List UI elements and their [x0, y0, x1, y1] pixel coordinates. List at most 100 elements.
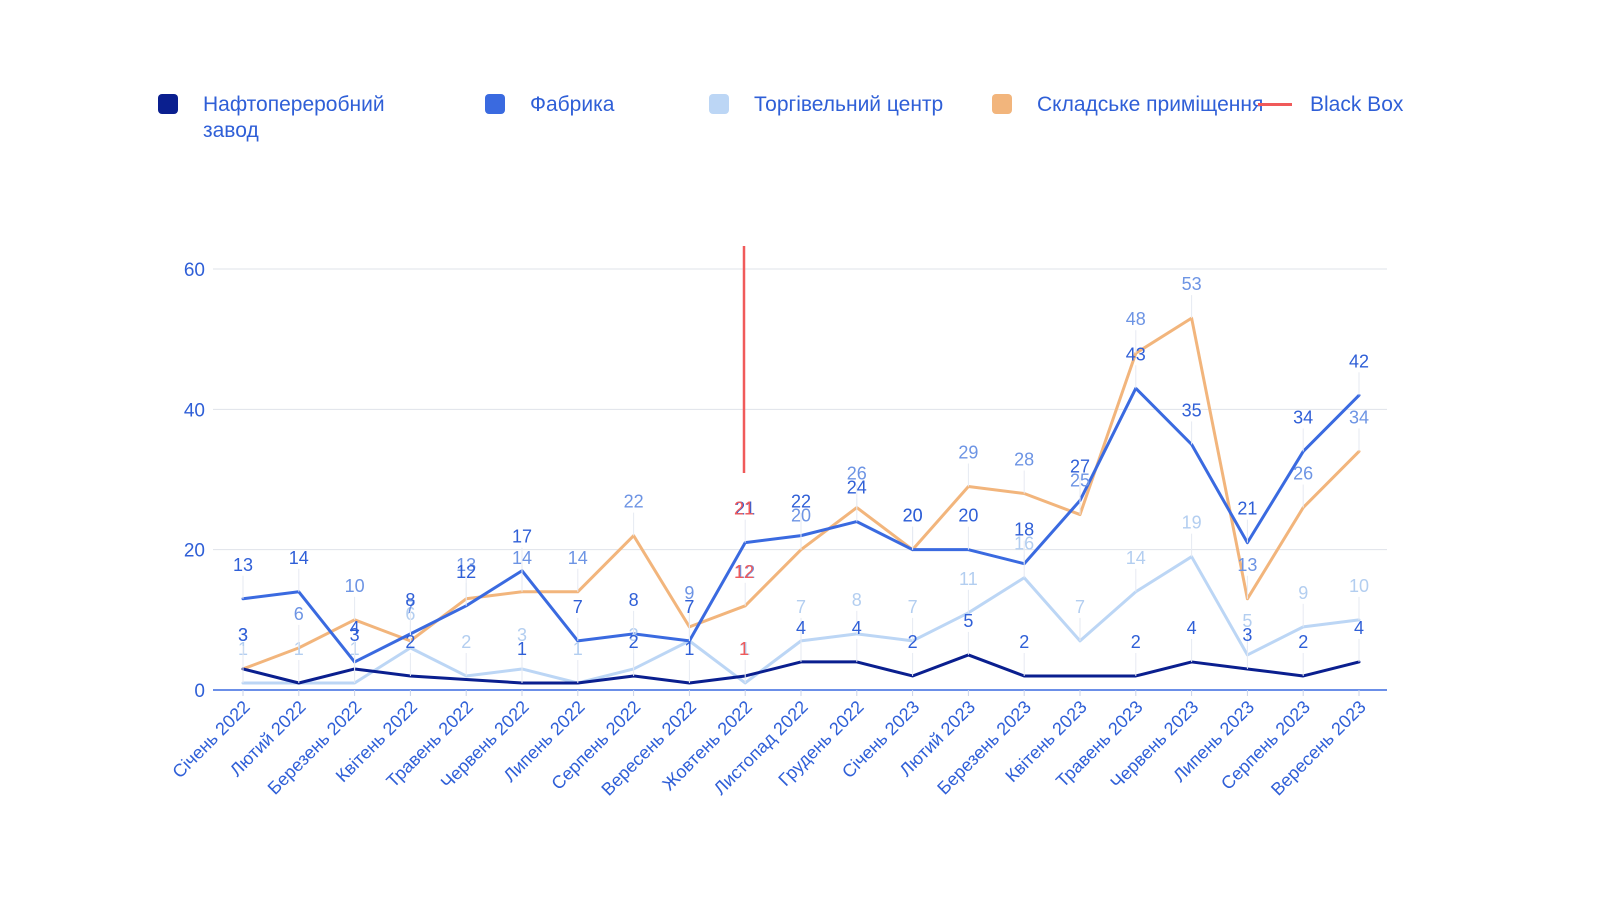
data-label: 12: [456, 562, 476, 582]
data-label: 28: [1014, 450, 1034, 470]
data-label: 8: [629, 590, 639, 610]
data-label: 10: [345, 576, 365, 596]
data-label: 7: [908, 597, 918, 617]
data-label: 19: [1182, 513, 1202, 533]
data-label: 34: [1293, 407, 1313, 427]
data-label: 27: [1070, 457, 1090, 477]
data-label: 24: [847, 478, 867, 498]
data-label: 8: [405, 590, 415, 610]
x-tick-label: Вересень 2023: [1267, 697, 1370, 800]
data-label: 2: [1131, 632, 1141, 652]
data-label: 7: [796, 597, 806, 617]
data-label: 3: [238, 625, 248, 645]
data-label: 26: [1293, 464, 1313, 484]
data-label: 4: [1354, 618, 1364, 638]
data-label: 8: [852, 590, 862, 610]
data-label: 14: [289, 548, 309, 568]
y-tick-label: 40: [184, 400, 205, 421]
legend-swatch-mall: [709, 94, 729, 114]
data-label: 7: [684, 597, 694, 617]
data-label: 2: [1019, 632, 1029, 652]
data-label: 1: [294, 639, 304, 659]
data-label: 4: [1187, 618, 1197, 638]
legend-item-factory[interactable]: Фабрика: [485, 92, 760, 118]
data-label: 43: [1126, 344, 1146, 364]
data-label: 17: [512, 527, 532, 547]
data-label: 34: [1349, 407, 1369, 427]
data-label: 7: [405, 597, 415, 617]
data-label: 5: [1242, 611, 1252, 631]
legend-label-mall: Торгівельний центр: [754, 93, 944, 116]
y-tick-label: 60: [184, 260, 205, 281]
data-label: 53: [1182, 274, 1202, 294]
data-label: 13: [456, 555, 476, 575]
legend-label-factory: Фабрика: [530, 93, 615, 116]
data-label: 5: [963, 611, 973, 631]
legend-item-warehouse[interactable]: Складське приміщення: [992, 92, 1267, 118]
data-label: 2: [461, 632, 471, 652]
data-label: 1: [684, 639, 694, 659]
data-label: 7: [573, 597, 583, 617]
data-label: 35: [1182, 400, 1202, 420]
data-label: 3: [350, 625, 360, 645]
y-tick-label: 20: [184, 541, 205, 562]
data-label: 9: [1298, 583, 1308, 603]
data-label: 10: [1349, 576, 1369, 596]
data-label: 14: [1126, 548, 1146, 568]
data-label: 22: [791, 492, 811, 512]
data-label: 13: [1237, 555, 1257, 575]
data-label: 21: [735, 499, 755, 519]
legend-swatch-factory: [485, 94, 505, 114]
data-label: 7: [1075, 597, 1085, 617]
data-label: 2: [629, 632, 639, 652]
data-label: 26: [847, 464, 867, 484]
legend-label-refinery: Нафтопереробний завод: [203, 93, 385, 142]
data-label: 13: [233, 555, 253, 575]
data-label: 11: [959, 569, 978, 589]
data-label: 20: [958, 506, 978, 526]
data-label: 4: [350, 618, 360, 638]
legend-swatch-refinery: [158, 94, 178, 114]
data-label: 4: [796, 618, 806, 638]
data-label: 21: [1237, 499, 1257, 519]
legend-swatch-black-box: [1258, 103, 1292, 106]
legend-item-mall[interactable]: Торгівельний центр: [709, 92, 984, 118]
data-label: 20: [903, 506, 923, 526]
y-tick-label: 0: [194, 681, 205, 702]
data-label: 22: [624, 492, 644, 512]
black-box-label: 12: [734, 562, 754, 582]
data-label: 4: [852, 618, 862, 638]
legend-item-refinery[interactable]: Нафтопереробний завод: [158, 92, 433, 144]
legend: Нафтопереробний завод Фабрика Торгівельн…: [0, 92, 1600, 152]
x-tick-label: Листопад 2022: [710, 697, 812, 799]
data-label: 3: [238, 625, 248, 645]
data-label: 48: [1126, 309, 1146, 329]
x-tick-label: Вересень 2022: [597, 697, 700, 800]
data-label: 1: [573, 639, 583, 659]
legend-item-black-box[interactable]: Black Box: [1258, 92, 1450, 118]
data-label: 2: [1298, 632, 1308, 652]
black-box-label: 21: [734, 499, 754, 519]
data-label: 42: [1349, 351, 1369, 371]
legend-label-black-box: Black Box: [1310, 93, 1404, 116]
black-box-label: 1: [739, 639, 749, 659]
data-label: 2: [405, 632, 415, 652]
legend-swatch-warehouse: [992, 94, 1012, 114]
data-label: 3: [1242, 625, 1252, 645]
data-label: 18: [1014, 520, 1034, 540]
data-label: 3: [629, 625, 639, 645]
data-label: 12: [735, 562, 755, 582]
data-label: 29: [958, 443, 978, 463]
data-label: 2: [908, 632, 918, 652]
data-label: 14: [568, 548, 588, 568]
legend-label-warehouse: Складське приміщення: [1037, 93, 1264, 116]
data-label: 9: [684, 583, 694, 603]
data-label: 1: [740, 639, 750, 659]
data-label: 20: [903, 506, 923, 526]
data-label: 1: [517, 639, 527, 659]
data-label: 3: [517, 625, 527, 645]
data-label: 6: [294, 604, 304, 624]
